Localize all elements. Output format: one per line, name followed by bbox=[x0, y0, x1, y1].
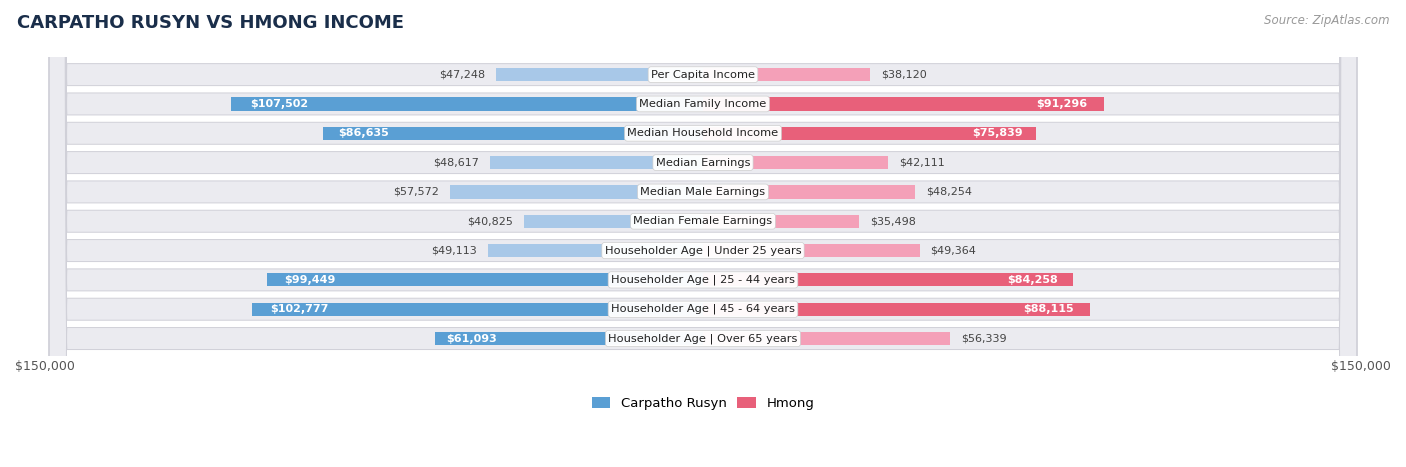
Bar bbox=[450, 185, 703, 198]
Text: $49,113: $49,113 bbox=[430, 246, 477, 255]
Bar bbox=[252, 303, 703, 316]
Bar bbox=[703, 156, 887, 169]
Text: Median Male Earnings: Median Male Earnings bbox=[641, 187, 765, 197]
Text: CARPATHO RUSYN VS HMONG INCOME: CARPATHO RUSYN VS HMONG INCOME bbox=[17, 14, 404, 32]
Bar bbox=[232, 97, 703, 111]
Legend: Carpatho Rusyn, Hmong: Carpatho Rusyn, Hmong bbox=[586, 392, 820, 415]
Bar bbox=[496, 68, 703, 81]
FancyBboxPatch shape bbox=[49, 0, 1357, 467]
Bar bbox=[703, 244, 920, 257]
Text: $99,449: $99,449 bbox=[284, 275, 336, 285]
FancyBboxPatch shape bbox=[49, 0, 1357, 467]
FancyBboxPatch shape bbox=[49, 0, 1357, 467]
Bar bbox=[703, 273, 1073, 286]
Text: Median Household Income: Median Household Income bbox=[627, 128, 779, 138]
FancyBboxPatch shape bbox=[49, 0, 1357, 467]
Text: $57,572: $57,572 bbox=[394, 187, 440, 197]
Text: $91,296: $91,296 bbox=[1036, 99, 1087, 109]
Bar bbox=[323, 127, 703, 140]
FancyBboxPatch shape bbox=[49, 0, 1357, 467]
Bar bbox=[703, 332, 950, 345]
Text: $48,254: $48,254 bbox=[925, 187, 972, 197]
FancyBboxPatch shape bbox=[49, 0, 1357, 467]
Text: $56,339: $56,339 bbox=[962, 333, 1007, 344]
Text: $35,498: $35,498 bbox=[870, 216, 915, 226]
Bar bbox=[703, 97, 1104, 111]
Bar bbox=[489, 156, 703, 169]
Bar bbox=[488, 244, 703, 257]
Text: Per Capita Income: Per Capita Income bbox=[651, 70, 755, 80]
Text: Householder Age | 25 - 44 years: Householder Age | 25 - 44 years bbox=[612, 275, 794, 285]
Text: $75,839: $75,839 bbox=[972, 128, 1022, 138]
Text: Householder Age | 45 - 64 years: Householder Age | 45 - 64 years bbox=[612, 304, 794, 314]
Text: $47,248: $47,248 bbox=[439, 70, 485, 80]
Text: $102,777: $102,777 bbox=[270, 304, 329, 314]
Bar bbox=[267, 273, 703, 286]
Bar bbox=[703, 303, 1090, 316]
Text: $86,635: $86,635 bbox=[337, 128, 389, 138]
Text: Householder Age | Over 65 years: Householder Age | Over 65 years bbox=[609, 333, 797, 344]
Bar bbox=[703, 185, 915, 198]
Text: Householder Age | Under 25 years: Householder Age | Under 25 years bbox=[605, 245, 801, 256]
Text: Median Family Income: Median Family Income bbox=[640, 99, 766, 109]
Text: Median Female Earnings: Median Female Earnings bbox=[634, 216, 772, 226]
FancyBboxPatch shape bbox=[49, 0, 1357, 467]
Text: $84,258: $84,258 bbox=[1007, 275, 1057, 285]
FancyBboxPatch shape bbox=[49, 0, 1357, 467]
Bar bbox=[524, 215, 703, 228]
Bar bbox=[703, 127, 1036, 140]
Text: Source: ZipAtlas.com: Source: ZipAtlas.com bbox=[1264, 14, 1389, 27]
Bar bbox=[703, 68, 870, 81]
Text: $40,825: $40,825 bbox=[467, 216, 513, 226]
FancyBboxPatch shape bbox=[49, 0, 1357, 467]
Text: $88,115: $88,115 bbox=[1024, 304, 1074, 314]
Text: $107,502: $107,502 bbox=[250, 99, 308, 109]
Text: Median Earnings: Median Earnings bbox=[655, 157, 751, 168]
Text: $61,093: $61,093 bbox=[446, 333, 496, 344]
Text: $42,111: $42,111 bbox=[898, 157, 945, 168]
Text: $38,120: $38,120 bbox=[882, 70, 927, 80]
Bar bbox=[703, 215, 859, 228]
FancyBboxPatch shape bbox=[49, 0, 1357, 467]
Bar bbox=[434, 332, 703, 345]
Text: $48,617: $48,617 bbox=[433, 157, 479, 168]
Text: $49,364: $49,364 bbox=[931, 246, 976, 255]
